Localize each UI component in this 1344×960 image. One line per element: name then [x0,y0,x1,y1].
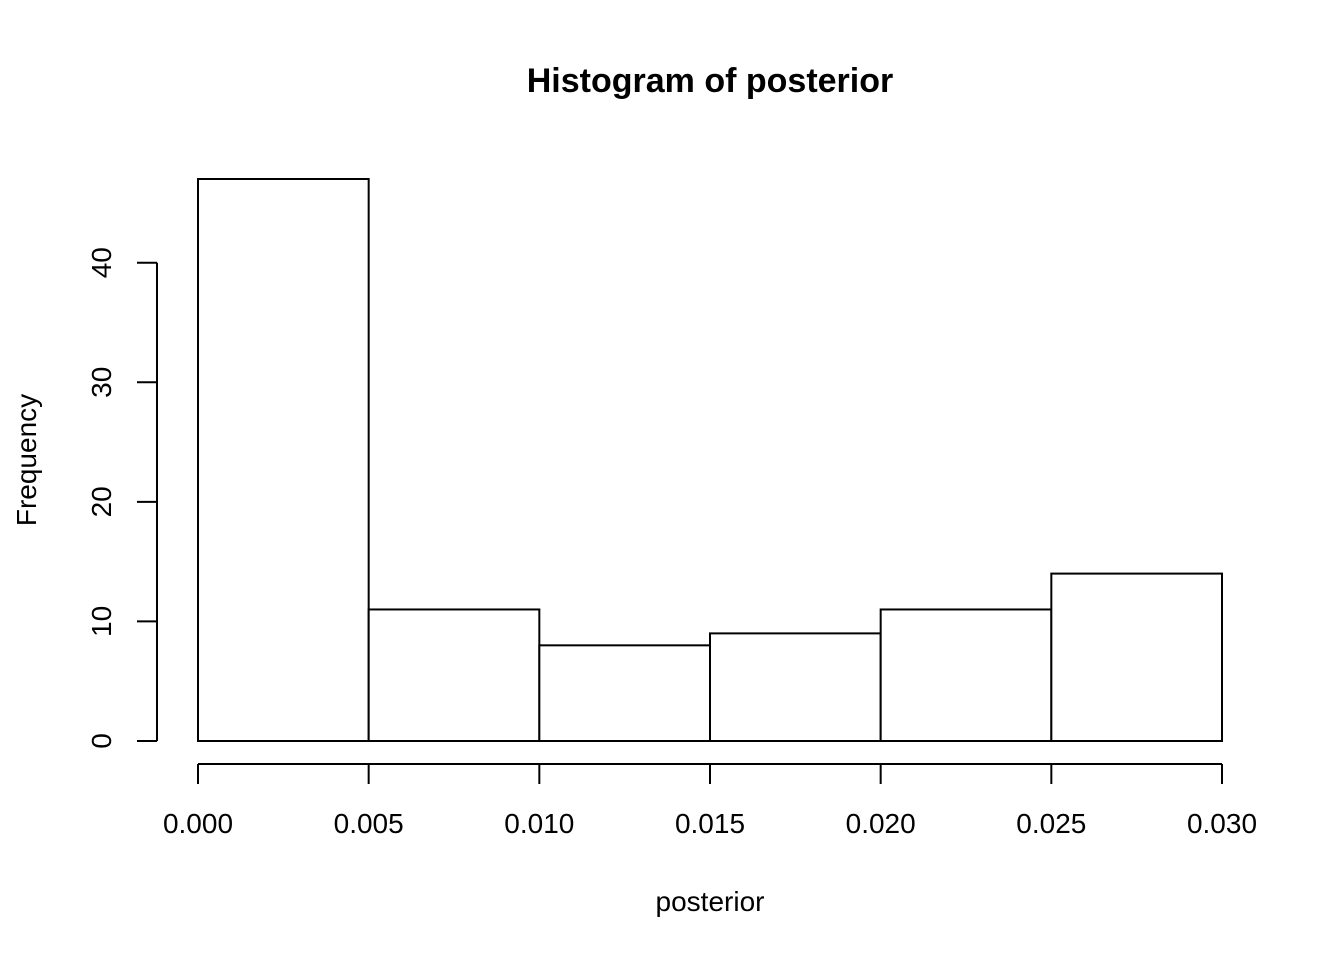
x-tick-label: 0.020 [846,808,916,839]
y-tick-label: 0 [86,733,117,749]
histogram-bar-6 [1050,572,1224,743]
x-tick-label: 0.000 [163,808,233,839]
x-tick-label: 0.030 [1187,808,1257,839]
y-axis: 0 10 20 30 40 [86,247,158,749]
x-axis: 0.000 0.005 0.010 0.015 0.020 0.025 0.030 [163,763,1257,839]
y-tick-label: 20 [86,486,117,517]
y-axis-title: Frequency [11,394,42,526]
histogram-bars [197,178,1224,743]
y-tick-label: 10 [86,606,117,637]
y-tick-label: 30 [86,367,117,398]
histogram-bar-1 [197,178,370,742]
x-axis-title: posterior [656,886,765,917]
histogram-bar-2 [367,608,541,742]
x-tick-label: 0.005 [334,808,404,839]
x-tick-label: 0.025 [1016,808,1086,839]
y-tick-label: 40 [86,247,117,278]
histogram-bar-3 [538,644,711,743]
histogram-bar-5 [879,608,1053,742]
histogram-bar-4 [709,632,882,743]
x-tick-label: 0.010 [504,808,574,839]
chart-title: Histogram of posterior [527,62,893,100]
x-tick-label: 0.015 [675,808,745,839]
